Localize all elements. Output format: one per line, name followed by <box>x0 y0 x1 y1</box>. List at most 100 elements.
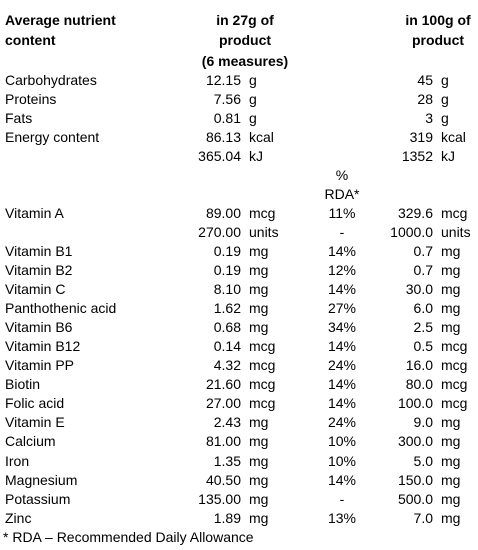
value-100g: 2.5 <box>413 319 433 336</box>
unit-27g: mg <box>249 433 269 450</box>
unit-100g: mg <box>441 471 461 488</box>
nutrient-name: Biotin <box>5 376 41 393</box>
nutrient-name: Iron <box>5 452 30 469</box>
unit-100g: units <box>441 223 471 240</box>
unit-27g: kJ <box>249 147 263 164</box>
nutrient-name: Potassium <box>5 490 71 507</box>
value-27g: 1.89 <box>213 509 241 526</box>
value-100g: 1352 <box>401 147 433 164</box>
nutrient-name: Calcium <box>5 433 56 450</box>
value-27g: 270.00 <box>198 223 241 240</box>
unit-100g: mcg <box>441 338 468 355</box>
unit-100g: mg <box>441 509 461 526</box>
value-100g: 30.0 <box>405 281 433 298</box>
value-27g: 4.32 <box>213 357 241 374</box>
rda-percent: 13% <box>327 509 357 526</box>
value-100g: 5.0 <box>413 452 433 469</box>
value-100g: 7.0 <box>413 509 433 526</box>
unit-100g: mg <box>441 414 461 431</box>
rda-percent: 10% <box>327 452 357 469</box>
unit-100g: mcg <box>441 357 468 374</box>
value-27g: 12.15 <box>205 71 241 88</box>
header-name: content <box>5 32 56 48</box>
rda-percent: 34% <box>327 319 357 336</box>
rda-percent: 24% <box>327 357 357 374</box>
nutrient-name: Carbohydrates <box>5 71 97 88</box>
unit-100g: mg <box>441 242 461 259</box>
unit-100g: kJ <box>441 147 455 164</box>
unit-27g: mcg <box>249 376 276 393</box>
nutrient-name: Vitamin C <box>5 281 66 298</box>
value-27g: 81.00 <box>205 433 241 450</box>
value-27g: 1.35 <box>213 452 241 469</box>
rda-percent: 27% <box>327 300 357 317</box>
value-100g: 0.7 <box>413 242 433 259</box>
value-27g: 135.00 <box>198 490 241 507</box>
rda-percent: 10% <box>327 433 357 450</box>
nutrient-name: Vitamin B12 <box>5 338 81 355</box>
unit-27g: mcg <box>249 338 276 355</box>
value-100g: 45 <box>417 71 433 88</box>
unit-100g: mcg <box>441 204 468 221</box>
header-27g: (6 measures) <box>201 52 289 69</box>
rda-percent: 14% <box>327 376 357 393</box>
unit-27g: mg <box>249 262 269 278</box>
unit-100g: mg <box>441 452 461 469</box>
nutrient-name: Vitamin E <box>5 414 65 431</box>
value-27g: 0.19 <box>213 242 241 259</box>
unit-27g: mg <box>249 452 269 469</box>
rda-percent: - <box>339 223 345 240</box>
value-100g: 150.0 <box>397 471 433 488</box>
header-100g: product <box>411 32 465 48</box>
value-100g: 0.7 <box>413 262 433 278</box>
value-27g: 27.00 <box>205 395 241 412</box>
rda-percent: 14% <box>327 395 357 412</box>
unit-27g: kcal <box>249 128 274 145</box>
value-27g: 86.13 <box>205 128 241 145</box>
value-100g: 80.0 <box>405 376 433 393</box>
nutrient-name: Fats <box>5 109 33 126</box>
nutrient-name: Proteins <box>5 90 57 107</box>
value-27g: 0.81 <box>213 109 241 126</box>
unit-100g: kcal <box>441 128 466 145</box>
rda-percent: 14% <box>327 338 357 355</box>
unit-100g: mcg <box>441 376 468 393</box>
value-27g: 21.60 <box>205 376 241 393</box>
value-27g: 0.14 <box>213 338 241 355</box>
value-27g: 0.68 <box>213 319 241 336</box>
unit-100g: mg <box>441 319 461 336</box>
value-100g: 300.0 <box>397 433 433 450</box>
header-name: Average nutrient <box>5 11 116 28</box>
rda-percent: 14% <box>327 281 357 298</box>
value-27g: 8.10 <box>213 281 241 298</box>
value-100g: 100.0 <box>397 395 433 412</box>
unit-27g: mcg <box>249 395 276 412</box>
unit-27g: mcg <box>249 204 276 221</box>
unit-27g: mg <box>249 281 269 298</box>
nutrient-name: Vitamin B2 <box>5 262 73 278</box>
unit-27g: mg <box>249 242 269 259</box>
rda-percent: - <box>339 490 345 507</box>
value-100g: 16.0 <box>405 357 433 374</box>
value-27g: 7.56 <box>213 90 241 107</box>
value-100g: 329.6 <box>397 204 433 221</box>
nutrient-name: Vitamin B6 <box>5 319 73 336</box>
nutrient-name: Energy content <box>5 128 100 145</box>
rda-percent: 24% <box>327 414 357 431</box>
rda-percent: 12% <box>327 262 357 278</box>
value-100g: 6.0 <box>413 300 433 317</box>
unit-27g: units <box>249 223 279 240</box>
value-100g: 28 <box>417 90 433 107</box>
rda-percent: 11% <box>328 204 356 221</box>
value-27g: 365.04 <box>198 147 241 164</box>
value-100g: 500.0 <box>397 490 433 507</box>
unit-100g: mg <box>441 281 461 298</box>
nutrient-name: Vitamin A <box>5 204 64 221</box>
unit-27g: g <box>249 71 257 88</box>
rda-percent: 14% <box>327 471 357 488</box>
value-27g: 89.00 <box>205 204 241 221</box>
nutrient-name: Vitamin B1 <box>5 242 73 259</box>
rda-header: RDA* <box>324 185 360 202</box>
value-100g: 319 <box>409 128 433 145</box>
